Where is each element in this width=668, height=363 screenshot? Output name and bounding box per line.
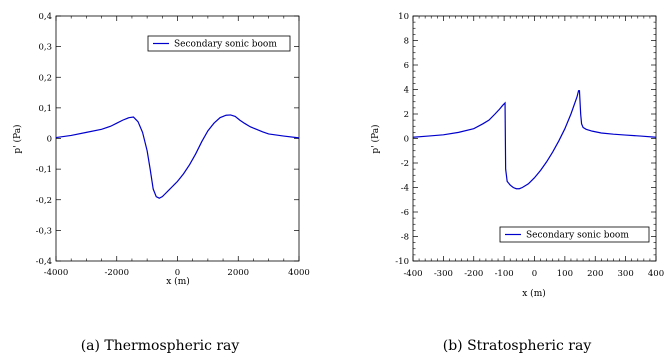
y-tick-label-b-2: -6 (401, 208, 409, 218)
y-tick-label-b-3: -4 (401, 184, 409, 194)
x-tick-label-b-4: 0 (532, 269, 537, 279)
y-tick-label-b-4: -2 (401, 159, 409, 169)
legend-box-a (147, 35, 291, 52)
x-tick-label-b-3: -100 (495, 269, 514, 279)
y-tick-label-b-5: 0 (404, 135, 409, 145)
plot-frame-b (412, 15, 657, 262)
x-tick-label-b-1: -300 (434, 269, 453, 279)
x-tick-label-a-2: 0 (175, 268, 180, 278)
y-tick-label-b-1: -8 (401, 233, 409, 243)
x-tick-label-b-6: 200 (587, 269, 603, 279)
legend-box-b (499, 226, 650, 243)
y-tick-label-b-6: 2 (404, 110, 409, 120)
y-tick-label-a-4: 0 (47, 135, 52, 145)
thermospheric-chart: -4000 -2000 0 2000 4000 -0,4 -0,3 -0,2 -0,1 0 0,1 0… (12, 12, 310, 354)
stratospheric-chart: -400 -300 -200 -100 0 100 200 300 400-10-8-6-4-2… (370, 12, 664, 354)
x-axis-title-a: x (m) (166, 276, 190, 287)
caption-a: (a) Thermospheric ray (81, 338, 240, 354)
y-tick-label-b-10: 10 (398, 12, 409, 22)
caption-b: (b) Stratospheric ray (443, 338, 592, 354)
legend-label-a: Secondary sonic boom (174, 40, 277, 50)
y-tick-label-a-0: -0,4 (36, 257, 52, 267)
ticks-a: -4000 -2000 0 2000 4000 -0,4 -0,3 -0,2 -0,1 0 0,1 0… (36, 12, 310, 278)
y-tick-label-a-6: 0,2 (38, 73, 52, 83)
y-axis-title-b: p' (Pa) (370, 124, 381, 153)
x-tick-label-a-4: 4000 (288, 268, 310, 278)
y-tick-label-a-5: 0,1 (38, 104, 52, 114)
y-tick-label-a-7: 0,3 (38, 43, 52, 53)
x-tick-label-a-3: 2000 (227, 268, 249, 278)
y-tick-label-a-8: 0,4 (38, 12, 52, 22)
x-tick-label-b-2: -200 (464, 269, 483, 279)
y-tick-label-b-8: 6 (404, 61, 409, 71)
x-axis-title-b: x (m) (522, 288, 546, 299)
legend-a: Secondary sonic boom (147, 35, 291, 52)
series-line-a (55, 114, 300, 199)
legend-b: Secondary sonic boom (499, 226, 650, 243)
y-tick-label-b-9: 8 (404, 37, 409, 47)
x-tick-label-b-8: 400 (648, 269, 664, 279)
y-axis-title-a: p' (Pa) (12, 124, 23, 153)
x-tick-label-a-1: -2000 (104, 268, 129, 278)
ticks-b: -400 -300 -200 -100 0 100 200 300 400-10-8-6-4-2… (395, 12, 664, 279)
x-tick-label-b-5: 100 (557, 269, 573, 279)
series-line-b (412, 90, 657, 190)
y-tick-label-b-7: 4 (404, 86, 409, 96)
x-tick-label-b-0: -400 (403, 269, 422, 279)
plot-frame-a (55, 15, 300, 262)
x-tick-label-b-7: 300 (618, 269, 634, 279)
y-tick-label-b-0: -10 (395, 257, 409, 267)
y-tick-label-a-3: -0,1 (36, 165, 52, 175)
legend-label-b: Secondary sonic boom (526, 231, 629, 241)
y-tick-label-a-2: -0,2 (36, 196, 52, 206)
x-tick-label-a-0: -4000 (44, 268, 69, 278)
y-tick-label-a-1: -0,3 (36, 226, 52, 236)
